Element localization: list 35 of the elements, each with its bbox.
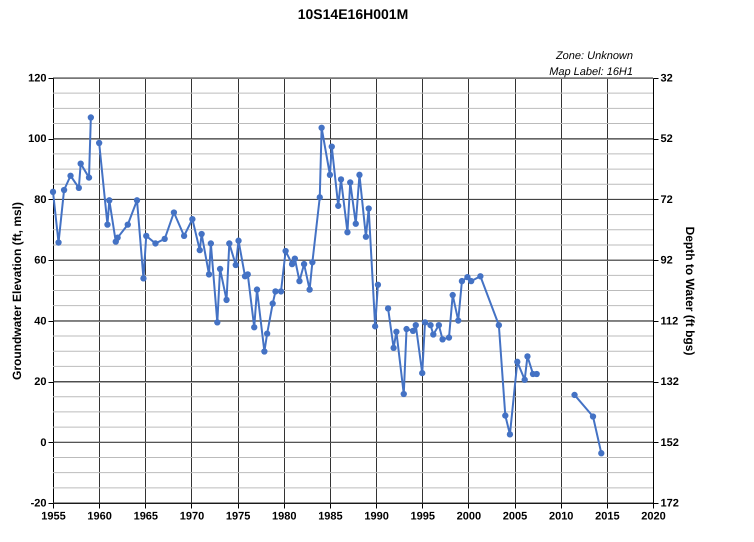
y2-tick-label: 72 <box>660 194 673 206</box>
y-tick-label: 60 <box>34 254 46 267</box>
x-tick-label: 1980 <box>272 510 297 522</box>
x-tick-label: 1985 <box>318 510 343 522</box>
y2-tick-label: 112 <box>660 315 678 328</box>
x-tick-label: 1960 <box>87 510 112 522</box>
y-tick-label: 0 <box>40 436 46 449</box>
x-tick-label: 2005 <box>502 510 528 522</box>
x-tick-label: 2000 <box>456 510 482 522</box>
y2-axis-title: Depth to Water (ft bgs) <box>682 226 697 356</box>
y-tick-label: 20 <box>34 376 46 388</box>
y-tick-label: 120 <box>28 72 46 84</box>
y2-tick-label: 132 <box>660 376 679 388</box>
y2-tick-label: 152 <box>660 436 679 449</box>
x-tick-label: 1975 <box>226 510 250 522</box>
x-tick-label: 1990 <box>364 510 389 522</box>
x-tick-label: 2010 <box>548 510 574 522</box>
x-tick-label: 1955 <box>41 510 66 522</box>
text: Zone: Unknown <box>554 50 633 62</box>
y2-tick-label: 52 <box>660 133 673 146</box>
x-tick-label: 2015 <box>595 510 620 522</box>
y-tick-label: 80 <box>34 194 46 206</box>
y2-tick-label: 32 <box>660 72 673 84</box>
x-tick-label: 1970 <box>180 510 204 522</box>
y-tick-label: 40 <box>34 315 46 328</box>
y-axis-title: Groundwater Elevation (ft, msl) <box>10 202 24 380</box>
y2-tick-label: 172 <box>660 498 679 510</box>
x-tick-label: 1965 <box>134 510 158 522</box>
y2-tick-label: 92 <box>660 254 673 267</box>
text: Map Label: 16H1 <box>549 66 633 78</box>
chart-title: 10S14E16H001M <box>298 6 408 22</box>
y-tick-label: -20 <box>30 498 46 510</box>
y-tick-label: 100 <box>28 133 46 146</box>
x-tick-label: 1995 <box>410 510 435 522</box>
x-tick-label: 2020 <box>641 510 666 522</box>
